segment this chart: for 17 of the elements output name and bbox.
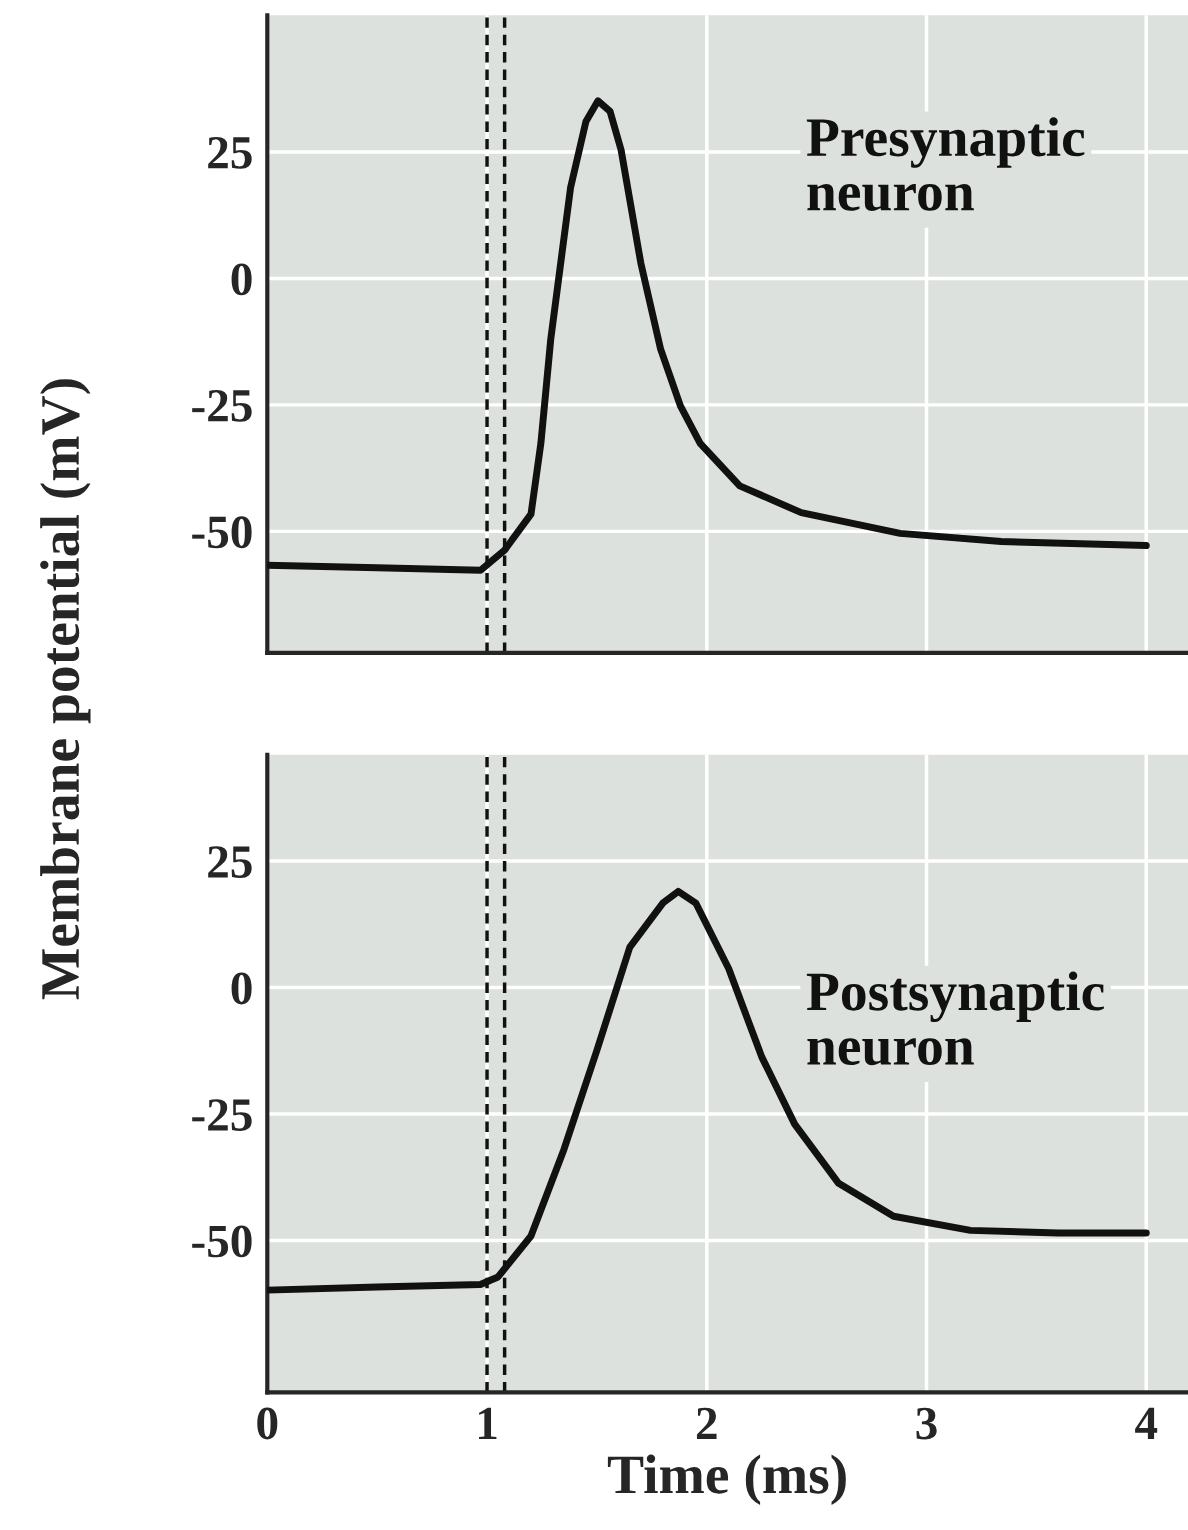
x-tick-label: 3	[916, 1407, 937, 1440]
y-tick-label: -50	[192, 516, 252, 549]
text: Presynaptic neuron	[806, 117, 1085, 211]
x-tick-label: 4	[1135, 1407, 1158, 1439]
series-label: Postsynaptic neuron	[806, 971, 1104, 1066]
y-tick-label: -50	[192, 1225, 252, 1258]
x-tick-label: 0	[257, 1407, 278, 1440]
y-tick-label: 0	[231, 972, 252, 1005]
x-axis-title: Time (ms)	[607, 1454, 846, 1505]
x-tick-label: 2	[696, 1407, 717, 1439]
y-tick-label: 25	[208, 846, 252, 878]
y-tick-label: -25	[192, 390, 252, 422]
y-axis-title: Membrane potential (mV)	[40, 379, 91, 1000]
y-tick-label: 0	[231, 263, 252, 296]
x-tick-label: 1	[479, 1407, 497, 1439]
y-tick-label: 25	[208, 137, 252, 169]
y-tick-label: -25	[192, 1099, 252, 1131]
